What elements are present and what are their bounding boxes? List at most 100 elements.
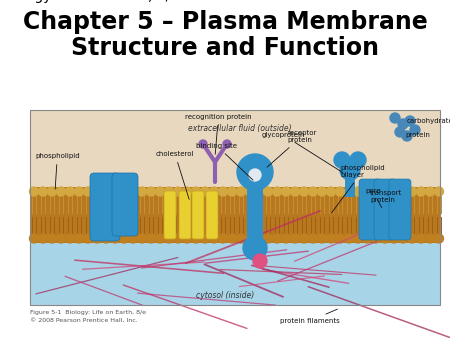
- Circle shape: [174, 187, 183, 196]
- Text: pore: pore: [365, 188, 382, 208]
- Circle shape: [426, 187, 435, 196]
- Circle shape: [156, 234, 165, 243]
- Bar: [30, 187, 440, 243]
- Circle shape: [327, 234, 336, 243]
- Circle shape: [381, 234, 390, 243]
- Circle shape: [264, 187, 273, 196]
- Circle shape: [255, 234, 264, 243]
- Circle shape: [39, 234, 48, 243]
- Circle shape: [291, 187, 300, 196]
- Circle shape: [253, 254, 267, 268]
- Circle shape: [282, 234, 291, 243]
- Text: Figure 5-1  Biology: Life on Earth, 8/e: Figure 5-1 Biology: Life on Earth, 8/e: [30, 310, 146, 315]
- Circle shape: [334, 152, 350, 168]
- Circle shape: [399, 234, 408, 243]
- Circle shape: [120, 187, 129, 196]
- FancyBboxPatch shape: [112, 173, 138, 236]
- Circle shape: [219, 187, 228, 196]
- Circle shape: [410, 125, 420, 135]
- Circle shape: [255, 187, 264, 196]
- Circle shape: [327, 187, 336, 196]
- Text: Structure and Function: Structure and Function: [71, 36, 379, 60]
- Circle shape: [183, 234, 192, 243]
- Circle shape: [111, 234, 120, 243]
- Circle shape: [336, 234, 345, 243]
- Circle shape: [390, 187, 399, 196]
- Circle shape: [48, 234, 57, 243]
- Circle shape: [318, 187, 327, 196]
- Text: transport
protein: transport protein: [370, 190, 402, 203]
- FancyBboxPatch shape: [374, 179, 396, 240]
- Circle shape: [395, 127, 405, 137]
- Text: Chapter 5 – Plasma Membrane: Chapter 5 – Plasma Membrane: [22, 10, 427, 34]
- Circle shape: [219, 234, 228, 243]
- Circle shape: [390, 234, 399, 243]
- Circle shape: [75, 234, 84, 243]
- Circle shape: [147, 234, 156, 243]
- Text: phospholipid
bilayer: phospholipid bilayer: [332, 165, 385, 213]
- Text: glycoprotein: glycoprotein: [261, 132, 342, 172]
- Circle shape: [345, 187, 354, 196]
- Circle shape: [120, 234, 129, 243]
- Circle shape: [345, 234, 354, 243]
- Circle shape: [199, 140, 207, 148]
- Circle shape: [228, 234, 237, 243]
- Circle shape: [417, 187, 426, 196]
- Circle shape: [336, 187, 345, 196]
- Circle shape: [165, 187, 174, 196]
- Circle shape: [350, 152, 366, 168]
- Bar: [30, 110, 440, 187]
- Text: protein: protein: [405, 132, 430, 138]
- Text: cytosol (inside): cytosol (inside): [196, 291, 254, 300]
- FancyBboxPatch shape: [164, 191, 176, 239]
- Circle shape: [381, 187, 390, 196]
- Circle shape: [129, 234, 138, 243]
- Circle shape: [309, 234, 318, 243]
- Circle shape: [66, 234, 75, 243]
- FancyBboxPatch shape: [192, 191, 204, 239]
- Circle shape: [147, 187, 156, 196]
- Circle shape: [426, 234, 435, 243]
- Circle shape: [309, 187, 318, 196]
- Circle shape: [249, 169, 261, 181]
- Text: Biology: Life on Earth, 8/e: Biology: Life on Earth, 8/e: [0, 0, 179, 3]
- Circle shape: [111, 187, 120, 196]
- Circle shape: [138, 234, 147, 243]
- FancyBboxPatch shape: [389, 179, 411, 240]
- Circle shape: [243, 236, 267, 260]
- Circle shape: [57, 187, 66, 196]
- FancyBboxPatch shape: [179, 191, 191, 239]
- Circle shape: [408, 234, 417, 243]
- Circle shape: [398, 119, 408, 129]
- Circle shape: [435, 234, 444, 243]
- Circle shape: [291, 234, 300, 243]
- Circle shape: [340, 160, 360, 180]
- Circle shape: [273, 187, 282, 196]
- Circle shape: [30, 234, 39, 243]
- Circle shape: [237, 187, 246, 196]
- Text: carbohydrate: carbohydrate: [407, 118, 450, 124]
- Text: binding site: binding site: [197, 143, 253, 180]
- Circle shape: [84, 187, 93, 196]
- Circle shape: [223, 140, 231, 148]
- Circle shape: [372, 187, 381, 196]
- Circle shape: [210, 187, 219, 196]
- Circle shape: [192, 187, 201, 196]
- FancyBboxPatch shape: [359, 179, 381, 240]
- Bar: [247, 182, 263, 243]
- Circle shape: [210, 234, 219, 243]
- Circle shape: [417, 234, 426, 243]
- FancyBboxPatch shape: [206, 191, 218, 239]
- Circle shape: [300, 234, 309, 243]
- Circle shape: [282, 187, 291, 196]
- Circle shape: [237, 234, 246, 243]
- Text: © 2008 Pearson Prentice Hall, Inc.: © 2008 Pearson Prentice Hall, Inc.: [30, 318, 138, 323]
- Circle shape: [75, 187, 84, 196]
- Circle shape: [399, 187, 408, 196]
- Circle shape: [156, 187, 165, 196]
- Circle shape: [264, 234, 273, 243]
- Circle shape: [435, 187, 444, 196]
- Circle shape: [102, 187, 111, 196]
- Bar: [30, 243, 440, 305]
- Circle shape: [165, 234, 174, 243]
